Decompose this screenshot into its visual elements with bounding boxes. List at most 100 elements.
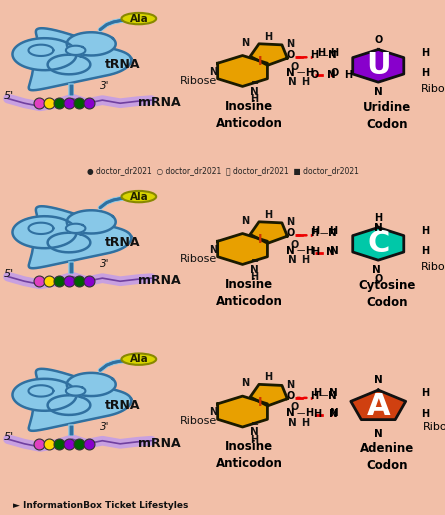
Text: N: N xyxy=(242,378,250,388)
Text: N: N xyxy=(328,391,337,401)
Text: H: H xyxy=(330,48,338,58)
Text: N: N xyxy=(209,407,217,417)
Point xyxy=(85,99,92,107)
Text: mRNA: mRNA xyxy=(138,437,181,450)
Point xyxy=(45,440,53,448)
Text: H: H xyxy=(251,272,259,282)
Polygon shape xyxy=(28,45,53,56)
Text: Inosine
Anticodon: Inosine Anticodon xyxy=(216,100,283,130)
Text: N: N xyxy=(250,427,259,437)
Text: N: N xyxy=(288,255,297,265)
Text: H: H xyxy=(264,372,272,382)
Text: N: N xyxy=(327,70,336,80)
Polygon shape xyxy=(28,385,53,397)
Text: N: N xyxy=(286,39,294,49)
Text: H: H xyxy=(421,246,429,256)
Text: N: N xyxy=(286,68,295,78)
Text: ● doctor_dr2021  ○ doctor_dr2021  ⓘ doctor_dr2021  ■ doctor_dr2021: ● doctor_dr2021 ○ doctor_dr2021 ⓘ doctor… xyxy=(87,166,358,175)
Text: N: N xyxy=(286,380,294,390)
Text: H: H xyxy=(421,48,429,58)
Text: 3': 3' xyxy=(100,81,109,91)
Text: H: H xyxy=(310,391,318,401)
Text: N: N xyxy=(374,430,383,439)
Polygon shape xyxy=(48,396,90,415)
Point xyxy=(55,99,62,107)
Point xyxy=(75,277,82,285)
Point xyxy=(36,440,43,448)
Text: Uridine
Codon: Uridine Codon xyxy=(363,101,411,131)
Text: N: N xyxy=(374,87,383,97)
Text: H: H xyxy=(310,228,318,238)
Text: N: N xyxy=(374,223,383,233)
Text: H: H xyxy=(421,388,429,399)
Text: =: = xyxy=(251,256,259,266)
Polygon shape xyxy=(250,222,287,243)
Text: Cytosine
Codon: Cytosine Codon xyxy=(359,279,416,309)
Text: —: — xyxy=(296,409,304,418)
Text: H: H xyxy=(310,50,318,60)
Text: tRNA: tRNA xyxy=(105,236,140,249)
Text: H: H xyxy=(374,213,382,222)
Polygon shape xyxy=(66,386,85,396)
Polygon shape xyxy=(218,233,267,264)
Ellipse shape xyxy=(121,353,156,365)
Polygon shape xyxy=(353,49,404,82)
Text: H: H xyxy=(421,408,429,419)
Text: H: H xyxy=(264,210,272,220)
Point xyxy=(55,277,62,285)
Text: Ribose: Ribose xyxy=(179,416,217,426)
Text: Adenine
Codon: Adenine Codon xyxy=(360,442,414,472)
Text: O: O xyxy=(374,35,382,45)
Polygon shape xyxy=(351,390,406,420)
Text: N: N xyxy=(250,87,259,97)
Text: H: H xyxy=(329,226,337,236)
Text: Ala: Ala xyxy=(129,354,148,364)
Text: H: H xyxy=(313,408,321,419)
Polygon shape xyxy=(48,233,90,252)
Text: Ala: Ala xyxy=(129,13,148,24)
Polygon shape xyxy=(250,384,287,406)
Text: N: N xyxy=(209,67,217,77)
Point xyxy=(65,99,73,107)
Polygon shape xyxy=(218,56,267,87)
Text: 3': 3' xyxy=(100,422,109,432)
Point xyxy=(65,440,73,448)
Polygon shape xyxy=(66,224,85,233)
Polygon shape xyxy=(48,55,90,74)
Text: N: N xyxy=(286,246,295,256)
Point xyxy=(36,99,43,107)
Point xyxy=(75,99,82,107)
Text: H: H xyxy=(317,48,325,58)
Text: I: I xyxy=(258,56,263,68)
Text: N: N xyxy=(372,265,380,275)
Text: N: N xyxy=(288,418,297,427)
Text: O: O xyxy=(286,228,294,238)
Text: H: H xyxy=(305,68,313,78)
Text: H: H xyxy=(301,418,309,427)
Text: Ribose: Ribose xyxy=(423,422,445,432)
Text: I: I xyxy=(258,396,263,409)
Text: —: — xyxy=(320,229,328,238)
Text: tRNA: tRNA xyxy=(105,58,140,72)
Ellipse shape xyxy=(121,13,156,24)
Text: Ribose: Ribose xyxy=(179,76,217,85)
Text: H: H xyxy=(301,255,309,265)
Polygon shape xyxy=(67,210,116,233)
Text: =: = xyxy=(251,78,259,88)
Text: tRNA: tRNA xyxy=(105,399,140,412)
Text: C: C xyxy=(367,229,389,259)
Point xyxy=(55,440,62,448)
Text: 5': 5' xyxy=(4,432,14,442)
Polygon shape xyxy=(250,44,287,65)
Text: Ribose: Ribose xyxy=(421,83,445,94)
Polygon shape xyxy=(12,38,77,70)
Text: O: O xyxy=(311,70,319,80)
Text: H: H xyxy=(305,246,313,256)
Text: U: U xyxy=(366,52,391,80)
Text: N: N xyxy=(329,408,338,419)
Text: N: N xyxy=(288,77,297,87)
Text: N: N xyxy=(286,217,294,228)
Text: N: N xyxy=(286,408,295,418)
Text: mRNA: mRNA xyxy=(138,274,181,287)
Text: O: O xyxy=(286,50,294,60)
